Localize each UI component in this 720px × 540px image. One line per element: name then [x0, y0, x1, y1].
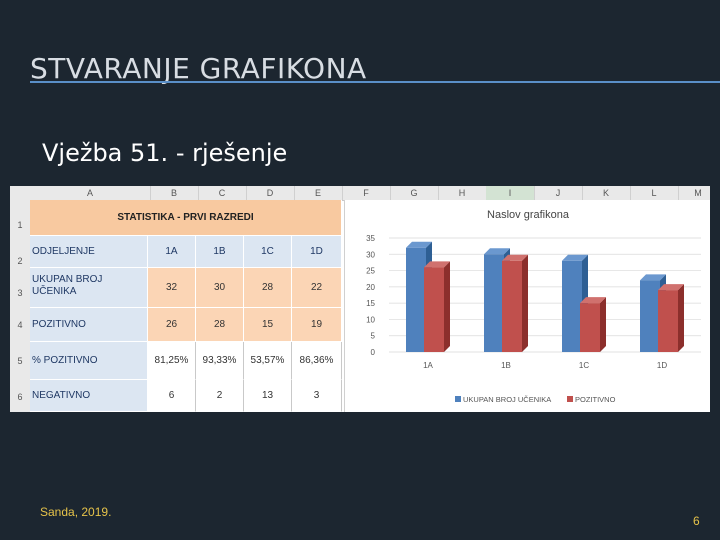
table-cell[interactable]: 13 — [244, 380, 292, 412]
table-cell[interactable]: 28 — [244, 268, 292, 308]
bar — [424, 267, 444, 352]
chart-area[interactable]: Naslov grafikona 0 5 10 15 20 25 30 35 1A 1B 1C 1D UK… — [344, 200, 710, 412]
legend-label: UKUPAN BROJ UČENIKA — [463, 395, 551, 404]
bar-side — [678, 284, 684, 352]
legend-label: POZITIVNO — [575, 395, 616, 404]
column-header-h[interactable]: H — [438, 186, 487, 200]
title-underline — [30, 81, 720, 83]
table-cell[interactable]: 3 — [292, 380, 342, 412]
row-header-5[interactable]: 5 — [17, 356, 23, 366]
x-tick-label: 1D — [657, 361, 667, 370]
bar — [580, 303, 600, 352]
legend-swatch — [455, 396, 461, 402]
table-cell[interactable]: 1A — [148, 236, 196, 268]
row-headers: 1 2 3 4 5 6 — [10, 200, 31, 412]
y-tick-label: 20 — [366, 283, 375, 292]
bar-side — [600, 297, 606, 352]
table-cell[interactable]: 1C — [244, 236, 292, 268]
row-label[interactable]: NEGATIVNO — [30, 380, 148, 412]
legend-swatch — [567, 396, 573, 402]
table-cell[interactable]: 2 — [196, 380, 244, 412]
column-header-l[interactable]: L — [630, 186, 679, 200]
y-tick-label: 10 — [366, 315, 375, 324]
table-cell[interactable]: 15 — [244, 308, 292, 342]
row-header-2[interactable]: 2 — [17, 256, 23, 266]
row-label[interactable]: ODJELJENJE — [30, 236, 148, 268]
bar — [658, 290, 678, 352]
bar — [502, 260, 522, 352]
bar-top — [580, 297, 606, 304]
column-header-j[interactable]: J — [534, 186, 583, 200]
row-header-3[interactable]: 3 — [17, 288, 23, 298]
x-tick-label: 1A — [423, 361, 433, 370]
table-cell[interactable]: 53,57% — [244, 342, 292, 380]
row-label[interactable]: POZITIVNO — [30, 308, 148, 342]
chart-title: Naslov grafikona — [487, 209, 570, 221]
y-tick-label: 30 — [366, 250, 375, 259]
slide-subtitle: Vježba 51. - rješenje — [42, 139, 288, 167]
table-cell[interactable]: 86,36% — [292, 342, 342, 380]
bar-top — [658, 284, 684, 291]
table-cell[interactable]: 93,33% — [196, 342, 244, 380]
row-header-4[interactable]: 4 — [17, 320, 23, 330]
bar-top — [640, 274, 666, 281]
table-cell[interactable]: 1B — [196, 236, 244, 268]
table-cell[interactable]: 32 — [148, 268, 196, 308]
table-cell[interactable]: 26 — [148, 308, 196, 342]
column-header-c[interactable]: C — [198, 186, 247, 200]
bar-chart: Naslov grafikona 0 5 10 15 20 25 30 35 1A 1B 1C 1D UK… — [366, 209, 701, 404]
column-header-k[interactable]: K — [582, 186, 631, 200]
table-cell[interactable]: 22 — [292, 268, 342, 308]
row-header-1[interactable]: 1 — [17, 220, 23, 230]
bar-top — [424, 261, 450, 268]
slide-title: STVARANJE GRAFIKONA — [30, 52, 367, 85]
column-header-d[interactable]: D — [246, 186, 295, 200]
bar — [484, 254, 504, 352]
column-header-g[interactable]: G — [390, 186, 439, 200]
table-cell[interactable]: 6 — [148, 380, 196, 412]
page-number: 6 — [693, 514, 700, 528]
y-tick-label: 35 — [366, 234, 375, 243]
x-tick-label: 1C — [579, 361, 589, 370]
bar-side — [522, 254, 528, 352]
table-header[interactable]: STATISTIKA - PRVI RAZREDI — [30, 200, 342, 236]
bar — [562, 260, 582, 352]
table-cell[interactable]: 28 — [196, 308, 244, 342]
row-label[interactable]: UKUPAN BROJ UČENIKA — [30, 268, 148, 308]
bar-top — [484, 248, 510, 255]
bar — [640, 280, 660, 352]
bar-top — [562, 254, 588, 261]
y-tick-label: 25 — [366, 267, 375, 276]
y-tick-label: 15 — [366, 299, 375, 308]
bar-top — [406, 241, 432, 248]
column-header-a[interactable]: A — [30, 186, 151, 200]
row-label[interactable]: % POZITIVNO — [30, 342, 148, 380]
column-header-m[interactable]: M — [678, 186, 710, 200]
column-header-e[interactable]: E — [294, 186, 343, 200]
bar — [406, 247, 426, 352]
column-header-b[interactable]: B — [150, 186, 199, 200]
table-cell[interactable]: 1D — [292, 236, 342, 268]
table-cell[interactable]: 81,25% — [148, 342, 196, 380]
y-tick-label: 0 — [371, 348, 376, 357]
y-tick-label: 5 — [371, 332, 376, 341]
x-tick-label: 1B — [501, 361, 511, 370]
table-cell[interactable]: 19 — [292, 308, 342, 342]
footer-author: Sanda, 2019. — [40, 505, 112, 519]
column-header-f[interactable]: F — [342, 186, 391, 200]
table-cell[interactable]: 30 — [196, 268, 244, 308]
row-header-6[interactable]: 6 — [17, 392, 23, 402]
bar-side — [444, 261, 450, 352]
bar-top — [502, 254, 528, 261]
